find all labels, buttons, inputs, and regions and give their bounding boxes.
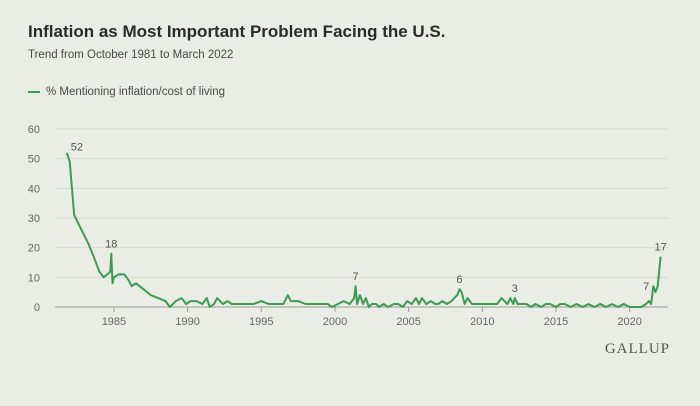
x-tick-label: 1995 [249, 316, 273, 328]
data-label: 6 [456, 274, 462, 286]
gallup-logo: GALLUP [604, 341, 670, 357]
x-tick-label: 1990 [175, 316, 199, 328]
x-tick-label: 2005 [396, 316, 420, 328]
y-tick-label: 50 [28, 154, 40, 166]
legend-label: % Mentioning inflation/cost of living [46, 86, 225, 98]
legend-swatch [28, 91, 40, 93]
data-label: 7 [643, 281, 649, 293]
y-tick-label: 60 [28, 124, 40, 136]
y-tick-label: 30 [28, 213, 40, 225]
y-tick-label: 0 [34, 302, 40, 314]
x-tick-label: 2010 [470, 316, 494, 328]
x-tick-label: 1985 [102, 316, 126, 328]
y-tick-label: 10 [28, 272, 40, 284]
data-label: 3 [512, 283, 518, 295]
data-label: 18 [105, 239, 117, 251]
data-label: 52 [71, 142, 83, 154]
data-label: 17 [655, 242, 667, 254]
chart-subtitle: Trend from October 1981 to March 2022 [28, 49, 234, 61]
series-line [65, 152, 662, 308]
x-tick-label: 2020 [617, 316, 641, 328]
x-tick-label: 2000 [323, 316, 347, 328]
y-tick-label: 40 [28, 183, 40, 195]
y-tick-label: 20 [28, 243, 40, 255]
x-tick-label: 2015 [544, 316, 568, 328]
legend: % Mentioning inflation/cost of living [28, 86, 225, 98]
chart-title: Inflation as Most Important Problem Faci… [28, 22, 446, 41]
data-label: 7 [353, 271, 359, 283]
